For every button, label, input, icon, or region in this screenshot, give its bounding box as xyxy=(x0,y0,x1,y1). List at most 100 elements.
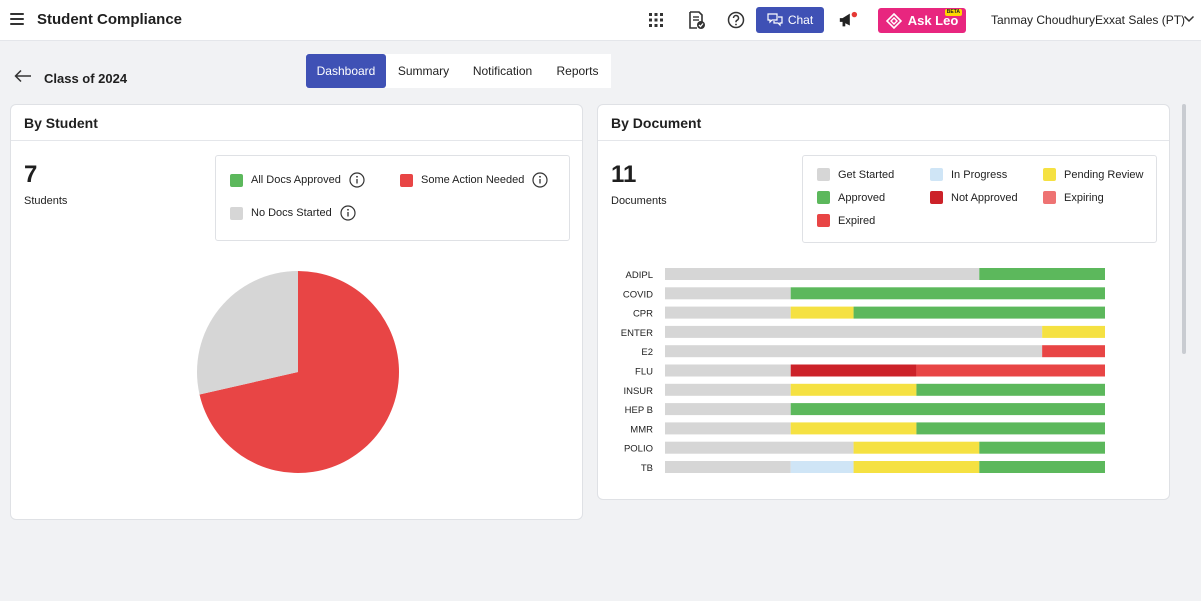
legend-item: Expired xyxy=(817,214,875,227)
bar-category-label: ADIPL xyxy=(626,270,653,281)
bar-segment-approved[interactable] xyxy=(916,383,1105,396)
legend-label: Expiring xyxy=(1064,191,1104,204)
bar-segment-pending-review[interactable] xyxy=(790,306,854,319)
legend-swatch xyxy=(230,206,243,220)
tab-dashboard[interactable]: Dashboard xyxy=(306,54,386,88)
bar-segment-get-started[interactable] xyxy=(665,306,791,319)
top-bar: Student Compliance Chat xyxy=(0,0,1201,41)
legend-swatch xyxy=(817,168,830,181)
student-count: 7 xyxy=(24,161,38,188)
legend-label: Get Started xyxy=(838,168,895,181)
legend-swatch xyxy=(817,191,830,204)
help-icon[interactable] xyxy=(726,10,746,30)
bar-segment-get-started[interactable] xyxy=(665,364,791,377)
user-name[interactable]: Tanmay Choudhury xyxy=(991,13,1096,27)
bar-segment-get-started[interactable] xyxy=(665,268,980,280)
bar-segment-approved[interactable] xyxy=(853,306,1105,319)
bar-segment-expired[interactable] xyxy=(916,364,1105,377)
bar-category-label: FLU xyxy=(635,367,653,378)
legend-label: Pending Review xyxy=(1064,168,1144,181)
bar-segment-approved[interactable] xyxy=(790,287,1105,300)
legend-label: No Docs Started xyxy=(251,207,332,219)
tab-notification[interactable]: Notification xyxy=(472,64,533,78)
legend-item: Some Action Needed xyxy=(400,172,548,188)
bar-segment-get-started[interactable] xyxy=(665,287,791,300)
back-arrow-icon[interactable] xyxy=(14,69,32,83)
by-student-title: By Student xyxy=(11,105,582,141)
legend-item: In Progress xyxy=(930,168,1007,181)
bar-segment-get-started[interactable] xyxy=(665,345,1043,358)
bar-segment-pending-review[interactable] xyxy=(790,422,917,435)
chat-button-label: Chat xyxy=(787,13,814,27)
app-title: Student Compliance xyxy=(37,11,183,28)
bar-segment-approved[interactable] xyxy=(979,268,1105,280)
bar-segment-pending-review[interactable] xyxy=(853,441,980,454)
bar-segment-approved[interactable] xyxy=(790,403,1105,416)
legend-swatch xyxy=(930,191,943,204)
tab-summary[interactable]: Summary xyxy=(397,64,450,78)
pie-slice-no-docs-started[interactable] xyxy=(197,271,298,395)
bar-segment-in-progress[interactable] xyxy=(790,461,854,473)
info-icon[interactable] xyxy=(532,172,548,188)
tab-bar: Dashboard Summary Notification Reports xyxy=(306,54,611,88)
legend-swatch xyxy=(1043,191,1056,204)
tab-reports[interactable]: Reports xyxy=(556,64,599,78)
bar-segment-not-approved[interactable] xyxy=(790,364,917,377)
bar-segment-get-started[interactable] xyxy=(665,441,854,454)
document-legend: Get Started In Progress Pending Review A… xyxy=(802,155,1157,243)
student-pie-chart xyxy=(197,271,399,473)
bar-segment-pending-review[interactable] xyxy=(1042,325,1105,338)
legend-swatch xyxy=(817,214,830,227)
org-name[interactable]: Exxat Sales (PT) xyxy=(1095,13,1186,27)
legend-item: Pending Review xyxy=(1043,168,1144,181)
ask-leo-label: Ask Leo xyxy=(907,13,959,28)
student-count-label: Students xyxy=(24,195,68,207)
legend-swatch xyxy=(230,173,243,187)
info-icon[interactable] xyxy=(349,172,365,188)
bar-category-label: POLIO xyxy=(624,444,653,455)
announcement-megaphone-icon[interactable] xyxy=(838,10,858,30)
bar-segment-pending-review[interactable] xyxy=(790,383,917,396)
bar-category-label: COVID xyxy=(623,289,653,300)
bar-category-label: HEP B xyxy=(625,405,653,416)
legend-item: No Docs Started xyxy=(230,205,356,221)
bar-segment-get-started[interactable] xyxy=(665,403,791,416)
info-icon[interactable] xyxy=(340,205,356,221)
bar-segment-get-started[interactable] xyxy=(665,422,791,435)
student-legend: All Docs Approved Some Action Needed No … xyxy=(215,155,570,241)
bar-segment-approved[interactable] xyxy=(916,422,1105,435)
legend-swatch xyxy=(400,173,413,187)
legend-swatch xyxy=(1043,168,1056,181)
legend-label: Not Approved xyxy=(951,191,1018,204)
ask-leo-button[interactable]: Ask Leo BETA xyxy=(878,8,966,33)
legend-label: All Docs Approved xyxy=(251,174,341,186)
beta-badge: BETA xyxy=(944,9,962,16)
bar-segment-get-started[interactable] xyxy=(665,383,791,396)
bar-segment-pending-review[interactable] xyxy=(853,461,980,473)
pie-slice-some-action-needed[interactable] xyxy=(199,271,399,473)
document-count-label: Documents xyxy=(611,195,667,207)
legend-label: Expired xyxy=(838,214,876,227)
bar-segment-get-started[interactable] xyxy=(665,325,1043,338)
legend-swatch xyxy=(930,168,943,181)
legend-item: Expiring xyxy=(1043,191,1104,204)
bar-segment-get-started[interactable] xyxy=(665,461,791,473)
page-title: Class of 2024 xyxy=(44,71,128,86)
apps-grid-icon[interactable] xyxy=(646,10,666,30)
bar-category-label: INSUR xyxy=(623,386,653,397)
document-count: 11 xyxy=(611,161,637,188)
scrollbar[interactable] xyxy=(1182,104,1186,354)
chevron-down-icon[interactable] xyxy=(1183,14,1195,24)
leo-logo-icon xyxy=(885,12,902,29)
legend-item: Approved xyxy=(817,191,885,204)
by-document-panel: By Document 11 Documents Get Started In … xyxy=(597,104,1170,500)
chat-button[interactable]: Chat xyxy=(756,7,824,33)
bar-segment-expired[interactable] xyxy=(1042,345,1105,358)
legend-label: Some Action Needed xyxy=(421,174,525,186)
menu-icon[interactable] xyxy=(10,13,24,25)
by-student-panel: By Student 7 Students All Docs Approved … xyxy=(10,104,583,520)
bar-segment-approved[interactable] xyxy=(979,441,1105,454)
legend-item: Get Started xyxy=(817,168,894,181)
bar-segment-approved[interactable] xyxy=(979,461,1105,473)
document-check-icon[interactable] xyxy=(686,10,706,30)
